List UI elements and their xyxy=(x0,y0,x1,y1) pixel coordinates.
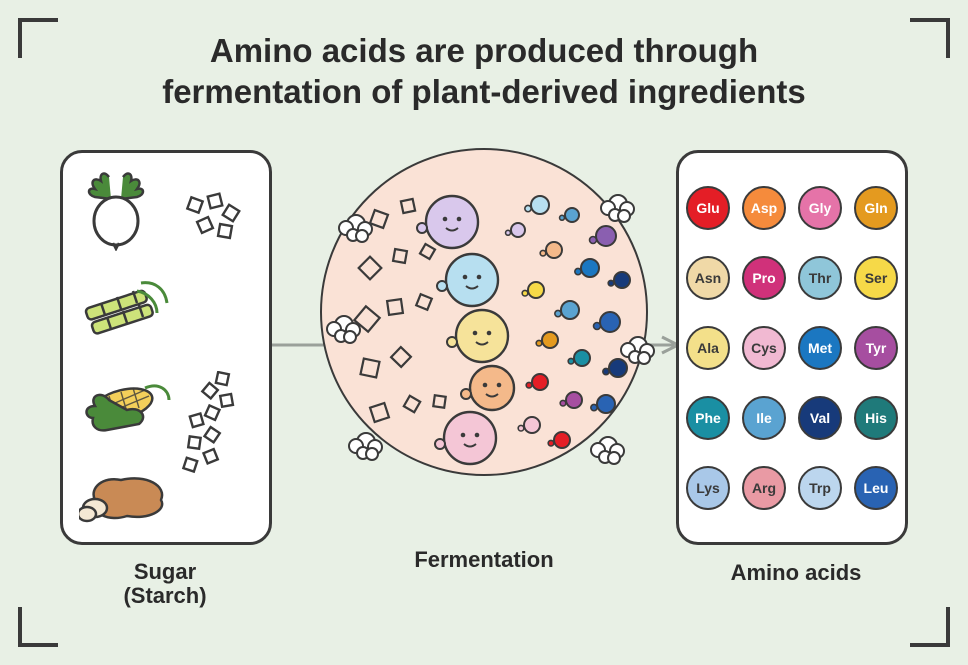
frame-corner-tl xyxy=(18,18,58,58)
corn-icon xyxy=(79,366,175,444)
fermentation-circle xyxy=(320,148,648,476)
amino-acid-cys: Cys xyxy=(742,326,786,370)
fermentation-svg xyxy=(322,150,650,478)
amino-acid-his: His xyxy=(854,396,898,440)
sugar-crystals-top-icon xyxy=(181,191,255,251)
amino-acid-glu: Glu xyxy=(686,186,730,230)
page-title: Amino acids are produced through ferment… xyxy=(0,0,968,113)
amino-acid-gln: Gln xyxy=(854,186,898,230)
caption-amino-acids: Amino acids xyxy=(686,560,906,586)
title-line-1: Amino acids are produced through xyxy=(210,32,758,69)
caption-sugar-l1: Sugar xyxy=(134,559,196,584)
amino-acid-leu: Leu xyxy=(854,466,898,510)
amino-acid-val: Val xyxy=(798,396,842,440)
amino-acid-tyr: Tyr xyxy=(854,326,898,370)
amino-acid-arg: Arg xyxy=(742,466,786,510)
sugarcane-icon xyxy=(79,273,171,343)
panel-amino-acids: Glu Asp Gly Gln Asn Pro Thr Ser Ala Cys Met Tyr Phe I… xyxy=(676,150,908,545)
title-line-2: fermentation of plant-derived ingredient… xyxy=(162,73,806,110)
caption-sugar-l2: (Starch) xyxy=(123,583,206,608)
amino-acid-ile: Ile xyxy=(742,396,786,440)
amino-acid-trp: Trp xyxy=(798,466,842,510)
amino-acid-ala: Ala xyxy=(686,326,730,370)
amino-acid-gly: Gly xyxy=(798,186,842,230)
amino-acid-lys: Lys xyxy=(686,466,730,510)
caption-fermentation: Fermentation xyxy=(374,547,594,573)
sugar-crystals-bottom-icon xyxy=(177,371,255,481)
amino-acid-grid: Glu Asp Gly Gln Asn Pro Thr Ser Ala Cys Met Tyr Phe I… xyxy=(679,153,905,542)
diagram-stage: Glu Asp Gly Gln Asn Pro Thr Ser Ala Cys Met Tyr Phe I… xyxy=(0,140,968,665)
caption-sugar: Sugar (Starch) xyxy=(55,560,275,608)
cassava-icon xyxy=(79,466,171,524)
amino-acid-met: Met xyxy=(798,326,842,370)
amino-acid-ser: Ser xyxy=(854,256,898,300)
frame-corner-tr xyxy=(910,18,950,58)
sugar-sources-column xyxy=(79,171,175,524)
panel-sugar xyxy=(60,150,272,545)
amino-acid-asn: Asn xyxy=(686,256,730,300)
amino-acid-thr: Thr xyxy=(798,256,842,300)
amino-acid-asp: Asp xyxy=(742,186,786,230)
amino-acid-pro: Pro xyxy=(742,256,786,300)
radish-icon xyxy=(79,171,161,251)
amino-acid-phe: Phe xyxy=(686,396,730,440)
